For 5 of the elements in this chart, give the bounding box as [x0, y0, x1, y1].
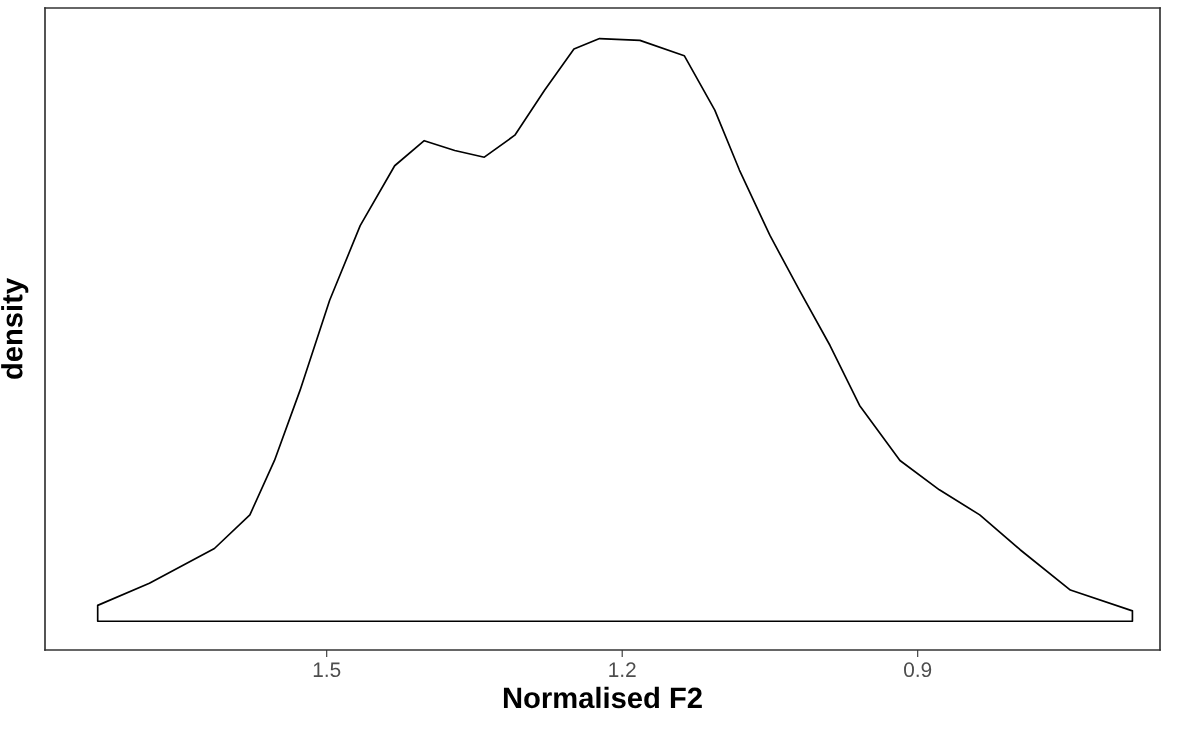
- x-axis-title: Normalised F2: [503, 686, 702, 709]
- x-tick-label: 0.9: [904, 662, 932, 678]
- x-tick-label: 1.2: [609, 662, 636, 677]
- x-tick-label: 1.5: [313, 662, 341, 678]
- y-axis-title: density: [1, 278, 29, 379]
